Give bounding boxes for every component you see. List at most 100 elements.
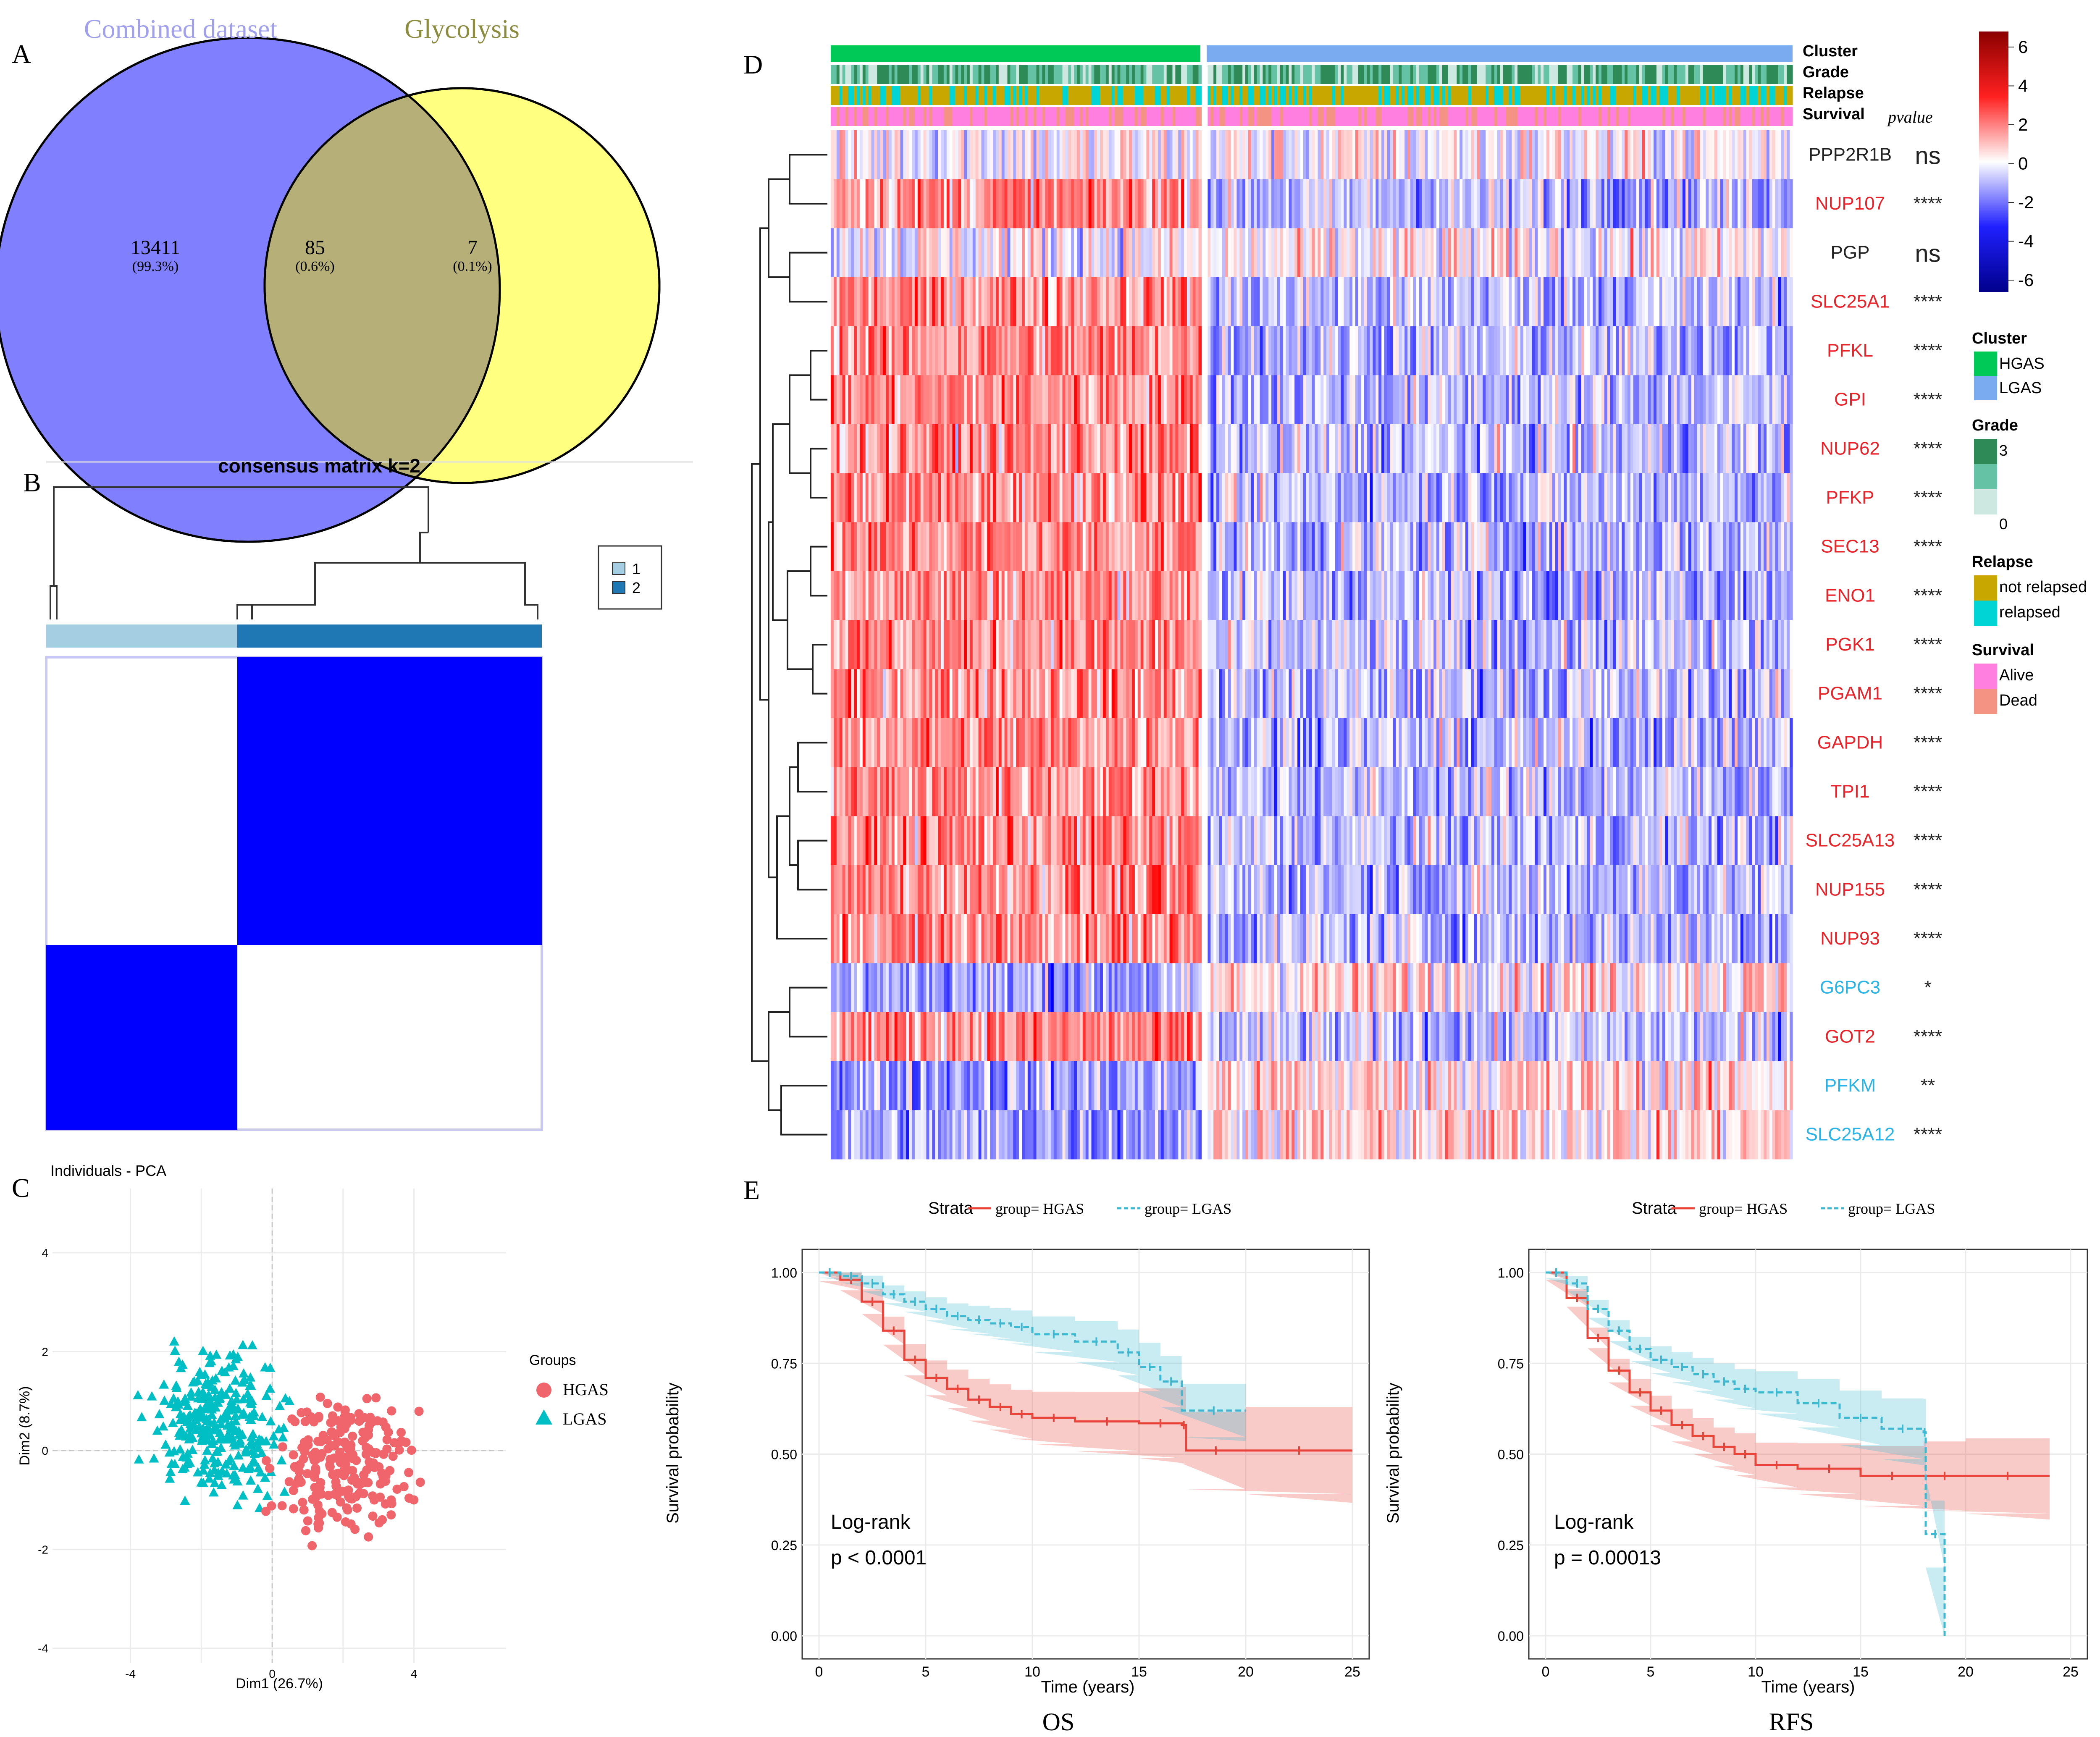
heatmap-cell [874, 277, 877, 327]
pca-point-lgas [176, 1414, 186, 1424]
heatmap-cell [1294, 277, 1298, 327]
heatmap-cell [1318, 375, 1321, 425]
heatmap-cell [987, 326, 990, 375]
heatmap-cell [975, 571, 979, 621]
heatmap-cell [1709, 326, 1712, 375]
annotation-survival-cell [912, 107, 915, 126]
heatmap-cell [848, 277, 851, 327]
heatmap-cell [1088, 277, 1092, 327]
annotation-survival-cell [958, 107, 961, 126]
heatmap-cell [1198, 130, 1202, 180]
heatmap-cell [1746, 571, 1750, 621]
annotation-relapse-cell [1584, 86, 1588, 105]
heatmap-cell [1662, 522, 1666, 572]
heatmap-cell [1619, 424, 1622, 474]
heatmap-cell [1497, 375, 1501, 425]
heatmap-cell [1091, 228, 1095, 278]
pca-point-hgas [404, 1493, 414, 1503]
heatmap-cell [1483, 522, 1486, 572]
annotation-relapse-cell [1181, 86, 1184, 105]
annotation-survival-cell [1680, 107, 1683, 126]
heatmap-cell [1520, 179, 1524, 228]
annotation-survival-cell [1506, 107, 1509, 126]
annotation-relapse-cell [1442, 86, 1446, 105]
heatmap-cell [961, 228, 964, 278]
heatmap-cell [1303, 571, 1307, 621]
heatmap-cell [1639, 522, 1643, 572]
heatmap-cell [1726, 571, 1729, 621]
annotation-relapse-cell [900, 86, 903, 105]
heatmap-cell [998, 375, 1002, 425]
heatmap-cell [964, 522, 967, 572]
heatmap-cell [978, 179, 982, 228]
heatmap-cell [1079, 424, 1083, 474]
annotation-grade-cell [1439, 65, 1443, 84]
annotation-survival-cell [1494, 107, 1498, 126]
heatmap-cell [1152, 228, 1155, 278]
heatmap-cell [932, 473, 935, 522]
heatmap-cell [1468, 424, 1472, 474]
heatmap-cell [1033, 228, 1037, 278]
annotation-grade-cell [1500, 65, 1504, 84]
heatmap-cell [1004, 326, 1008, 375]
heatmap-cell [1732, 277, 1735, 327]
heatmap-cell [1108, 228, 1112, 278]
heatmap-cell [1117, 179, 1121, 228]
pca-point-lgas [169, 1336, 179, 1346]
heatmap-cell [886, 277, 889, 327]
annotation-relapse-cell [1132, 86, 1135, 105]
annotation-grade-cell [1494, 65, 1498, 84]
heatmap-cell [1091, 571, 1095, 621]
heatmap-cell [1114, 179, 1118, 228]
heatmap-cell [1581, 424, 1585, 474]
heatmap-cell [1286, 130, 1289, 180]
heatmap-cell [1607, 326, 1611, 375]
heatmap-cell [981, 375, 984, 425]
heatmap-cell [848, 228, 851, 278]
heatmap-cell [1263, 424, 1266, 474]
heatmap-cell [1236, 424, 1240, 474]
heatmap-cell [1283, 130, 1286, 180]
heatmap-cell [1349, 326, 1353, 375]
heatmap-cell [1027, 473, 1031, 522]
annotation-survival-cell [984, 107, 987, 126]
heatmap-cell [1355, 522, 1359, 572]
annotation-grade-cell [1062, 65, 1066, 84]
annotation-grade-cell [1416, 65, 1420, 84]
heatmap-cell [1564, 277, 1567, 327]
heatmap-cell [871, 473, 874, 522]
heatmap-cell [1526, 130, 1530, 180]
annotation-grade-cell [1674, 65, 1677, 84]
heatmap-cell [1134, 228, 1138, 278]
heatmap-cell [1633, 277, 1637, 327]
heatmap-cell [1500, 179, 1504, 228]
heatmap-cell [1056, 228, 1060, 278]
heatmap-cell [891, 326, 895, 375]
heatmap-cell [1599, 375, 1602, 425]
annotation-survival-cell [1691, 107, 1695, 126]
heatmap-cell [1364, 228, 1368, 278]
annotation-grade-cell [1706, 65, 1709, 84]
annotation-survival-cell [1732, 107, 1735, 126]
heatmap-cell [1195, 179, 1199, 228]
heatmap-cell [1189, 571, 1193, 621]
annotation-survival-cell [920, 107, 924, 126]
annotation-grade-cell [1239, 65, 1243, 84]
heatmap-cell [1584, 277, 1588, 327]
pca-ylabel: Dim2 (8.7%) [17, 1386, 33, 1466]
annotation-survival-cell [1172, 107, 1176, 126]
annotation-survival-cell [1555, 107, 1559, 126]
heatmap-cell [923, 424, 927, 474]
heatmap-cell [1381, 473, 1385, 522]
annotation-survival-cell [1474, 107, 1478, 126]
heatmap-cell [1752, 326, 1755, 375]
pca-point-lgas [246, 1436, 257, 1446]
heatmap-cell [1532, 473, 1535, 522]
annotation-grade-cell [1393, 65, 1396, 84]
annotation-survival-cell [1706, 107, 1709, 126]
pca-point-lgas [257, 1448, 267, 1457]
heatmap-cell [1535, 326, 1538, 375]
annotation-relapse-cell [1329, 86, 1333, 105]
heatmap-cell [1300, 130, 1304, 180]
heatmap-cell [1671, 179, 1674, 228]
